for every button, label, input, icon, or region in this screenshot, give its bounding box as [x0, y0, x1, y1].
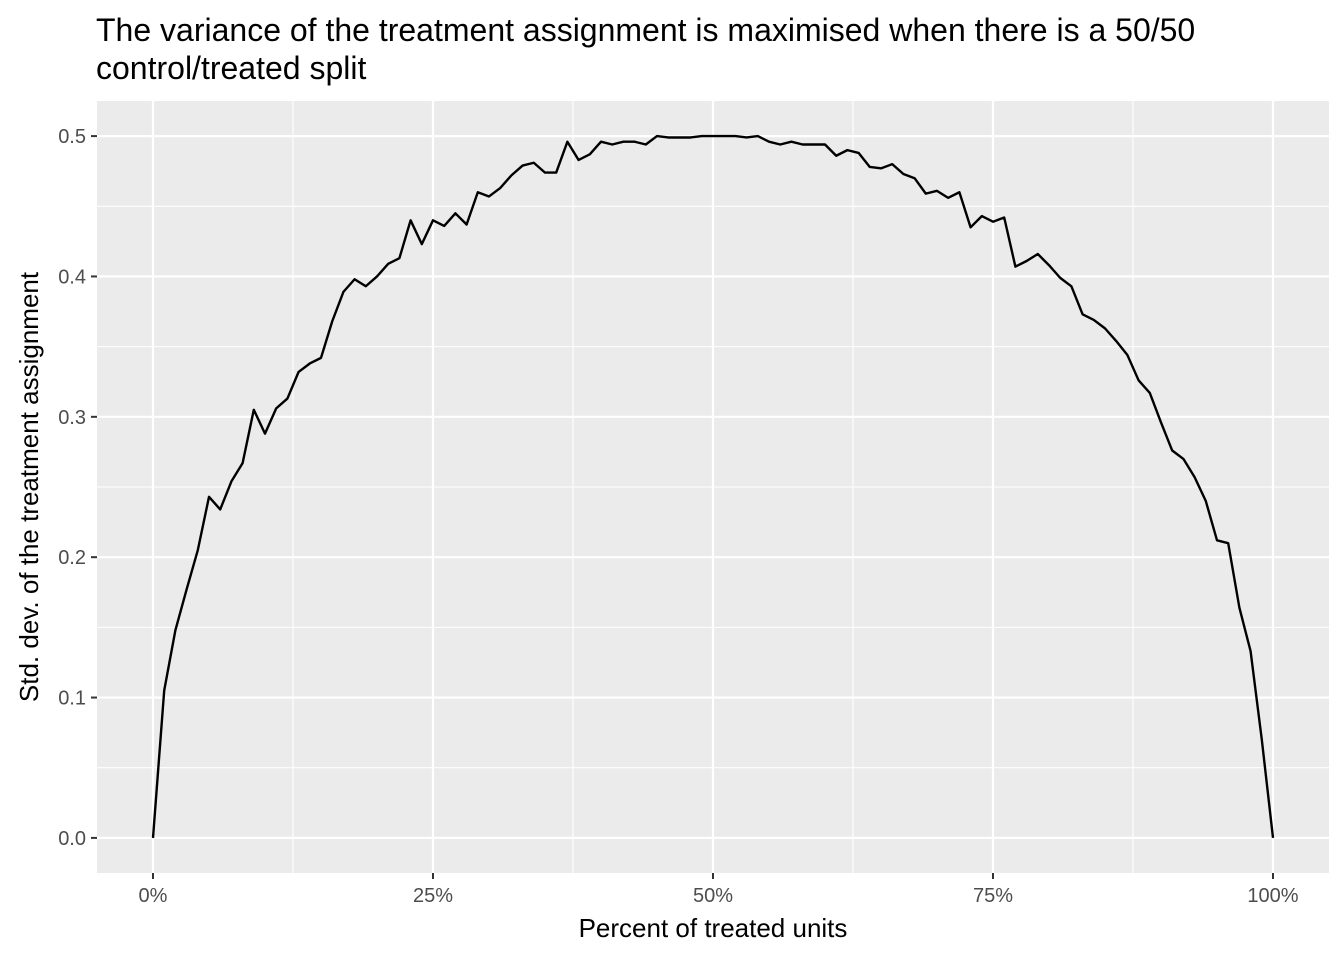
y-axis: 0.0 0.1 0.2 0.3 0.4 0.5: [58, 126, 97, 850]
chart-title-line-2: control/treated split: [96, 50, 366, 86]
x-tick-label: 25%: [413, 885, 453, 907]
y-tick-label: 0.4: [58, 266, 86, 288]
x-axis-title: Percent of treated units: [579, 913, 848, 943]
x-tick-label: 75%: [973, 885, 1013, 907]
x-tick-label: 100%: [1247, 885, 1298, 907]
series-line-1: [151, 134, 1275, 839]
x-tick-label: 50%: [693, 885, 733, 907]
y-tick-label: 0.2: [58, 547, 86, 569]
series-layer: [151, 134, 1275, 839]
y-tick-label: 0.5: [58, 126, 86, 148]
y-tick-label: 0.3: [58, 407, 86, 429]
chart-title-line-1: The variance of the treatment assignment…: [96, 12, 1195, 48]
y-tick-label: 0.1: [58, 688, 86, 710]
x-axis: 0% 25% 50% 75% 100%: [139, 873, 1299, 907]
major-grid: [97, 101, 1329, 873]
y-axis-title: Std. dev. of the treatment assignment: [14, 271, 44, 702]
x-tick-label: 0%: [139, 885, 168, 907]
y-tick-label: 0.0: [58, 828, 86, 850]
